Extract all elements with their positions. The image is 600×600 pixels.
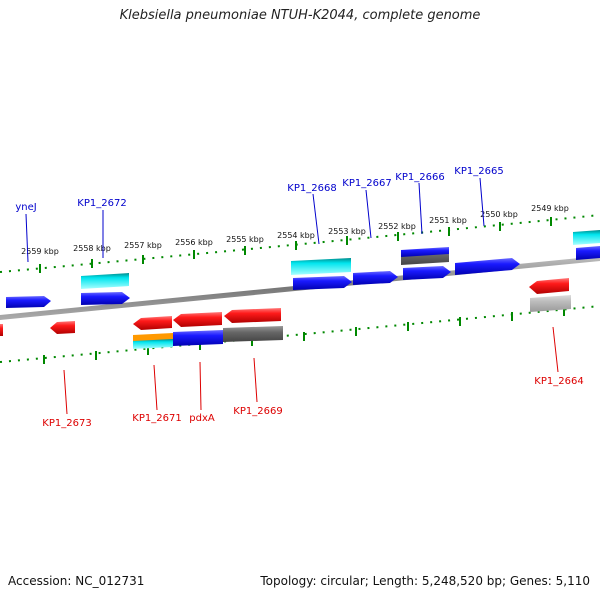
gene-KP1_2673[interactable] [50, 321, 75, 334]
accession-text: Accession: NC_012731 [8, 574, 145, 588]
upper-features [81, 230, 600, 289]
gene-KP1_2665[interactable] [455, 258, 520, 275]
gene-KP1_2671[interactable] [133, 316, 172, 330]
gene-left-edge[interactable] [0, 324, 3, 336]
gene-label-yneJ[interactable]: yneJ [15, 202, 36, 213]
feature-KP1_2672[interactable] [81, 273, 129, 289]
bottom-leader-lines [63, 326, 559, 415]
upper-scale [0, 214, 600, 273]
scale-label: 2554 kbp [277, 231, 315, 240]
gene-label-KP1_2673[interactable]: KP1_2673 [42, 418, 91, 429]
feature-KP1_2669[interactable] [223, 326, 283, 342]
gene-KP1_2668[interactable] [293, 276, 352, 290]
gene-KP1_2667[interactable] [353, 271, 398, 285]
feature-KP1_2666-top [401, 247, 449, 257]
lower-features [133, 295, 571, 349]
scale-label: 2553 kbp [328, 227, 366, 236]
gene-label-KP1_2669[interactable]: KP1_2669 [233, 406, 282, 417]
scale-label: 2550 kbp [480, 210, 518, 219]
forward-genes [6, 246, 600, 308]
feature-KP1_2664[interactable] [530, 295, 571, 312]
lower-scale [0, 305, 600, 364]
gene-label-KP1_2667[interactable]: KP1_2667 [342, 178, 391, 189]
gene-label-KP1_2666[interactable]: KP1_2666 [395, 172, 444, 183]
gene-label-pdxA[interactable]: pdxA [189, 413, 215, 424]
scale-label: 2557 kbp [124, 241, 162, 250]
gene-KP1_2664[interactable] [529, 278, 569, 294]
scale-label: 2555 kbp [226, 235, 264, 244]
scale-label: 2551 kbp [429, 216, 467, 225]
topology-summary: Topology: circular; Length: 5,248,520 bp… [260, 574, 590, 588]
feature-pdxA[interactable] [173, 330, 223, 346]
gene-KP1_2666[interactable] [403, 266, 451, 280]
feature-KP1_2668[interactable] [291, 258, 351, 275]
gene-pdxA[interactable] [173, 312, 222, 327]
gene-KP1_2672[interactable] [81, 292, 130, 305]
top-leader-lines [25, 177, 485, 263]
feature-KP1_2671-cyan[interactable] [133, 339, 173, 349]
gene-label-KP1_2665[interactable]: KP1_2665 [454, 166, 503, 177]
gene-label-KP1_2672[interactable]: KP1_2672 [77, 198, 126, 209]
scale-label: 2552 kbp [378, 222, 416, 231]
scale-label: 2549 kbp [531, 204, 569, 213]
reverse-genes [0, 278, 569, 336]
scale-label: 2558 kbp [73, 244, 111, 253]
gene-yneJ[interactable] [6, 296, 51, 308]
scale-label: 2559 kbp [21, 247, 59, 256]
gene-label-KP1_2668[interactable]: KP1_2668 [287, 183, 336, 194]
gene-label-KP1_2664[interactable]: KP1_2664 [534, 376, 583, 387]
genome-title: Klebsiella pneumoniae NTUH-K2044, comple… [119, 8, 481, 23]
scale-label: 2556 kbp [175, 238, 213, 247]
gene-right-edge[interactable] [576, 246, 600, 260]
gene-label-KP1_2671[interactable]: KP1_2671 [132, 413, 181, 424]
feature-right-edge[interactable] [573, 230, 600, 245]
gene-KP1_2669[interactable] [224, 308, 281, 323]
